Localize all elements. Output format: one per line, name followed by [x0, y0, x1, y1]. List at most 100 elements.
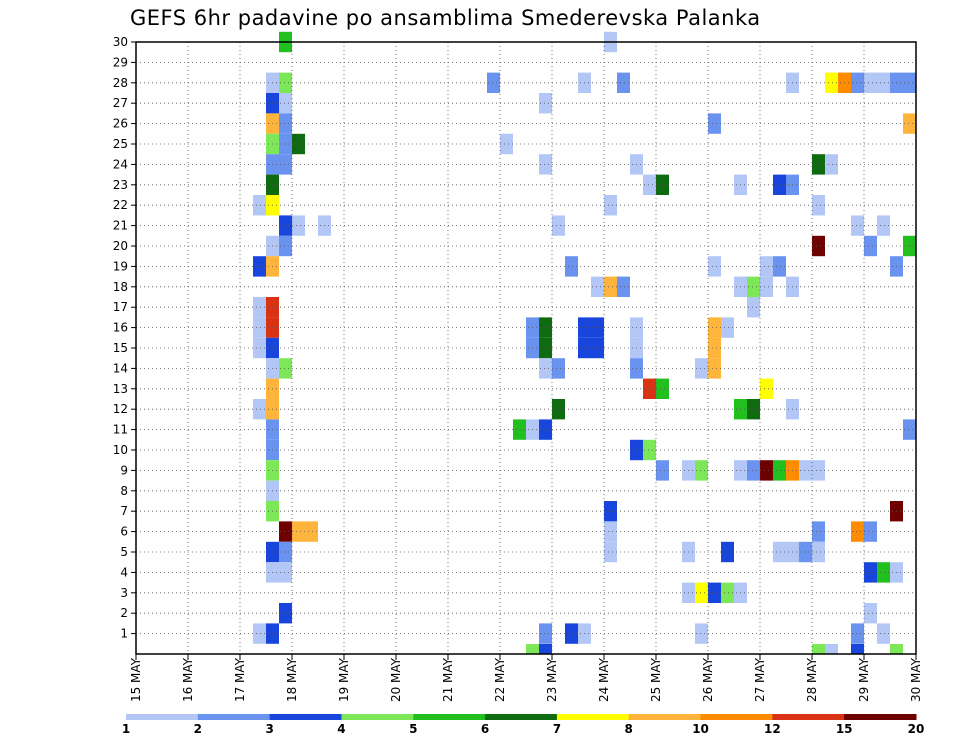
heatmap-cell	[877, 72, 890, 93]
heatmap-cell	[552, 399, 565, 420]
heatmap-cell	[760, 378, 773, 399]
x-tick-label: 27 MAY	[753, 657, 767, 702]
y-tick-label: 12	[113, 402, 128, 416]
heatmap-cell	[539, 154, 552, 175]
heatmap-cell	[279, 358, 292, 379]
heatmap-cell	[851, 623, 864, 644]
heatmap-cell	[643, 174, 656, 195]
heatmap-cell	[903, 235, 916, 257]
x-tick-label: 24 MAY	[597, 657, 611, 702]
y-tick-label: 2	[120, 606, 128, 620]
heatmap-cell	[604, 501, 617, 522]
heatmap-cell	[721, 582, 734, 603]
legend-label: 5	[409, 722, 417, 736]
heatmap-cell	[279, 113, 292, 134]
heatmap-cell	[253, 317, 266, 338]
y-tick-label: 11	[113, 423, 128, 437]
heatmap-cell	[539, 93, 552, 114]
heatmap-cell	[513, 419, 526, 440]
y-tick-label: 9	[120, 463, 128, 477]
heatmap-cell	[279, 133, 292, 155]
legend-swatch	[485, 714, 558, 720]
heatmap-cell	[279, 215, 292, 236]
heatmap-cell	[279, 521, 292, 542]
y-tick-label: 24	[113, 157, 128, 171]
legend-label: 2	[194, 722, 202, 736]
heatmap-cell	[604, 195, 617, 216]
y-tick-label: 6	[120, 525, 128, 539]
heatmap-cell	[864, 562, 877, 583]
legend-label: 4	[337, 722, 345, 736]
heatmap-cell	[643, 439, 656, 461]
color-legend: 1 2 3 4 5 6 7 8 10 12 15 20	[122, 714, 925, 736]
heatmap-cell	[773, 460, 786, 481]
heatmap-cell	[773, 541, 786, 563]
heatmap-cell	[539, 644, 552, 654]
heatmap-cell	[656, 460, 669, 481]
x-tick-label: 30 MAY	[909, 657, 923, 702]
heatmap-cell	[721, 541, 734, 563]
heatmap-cell	[864, 603, 877, 624]
heatmap-cell	[695, 358, 708, 379]
legend-swatch	[413, 714, 486, 720]
legend-swatch	[772, 714, 845, 720]
heatmap-cell	[279, 603, 292, 624]
heatmap-cell	[604, 276, 617, 297]
heatmap-cell	[539, 337, 552, 359]
heatmap-cell	[539, 358, 552, 379]
heatmap-cell	[253, 297, 266, 318]
legend-label: 3	[265, 722, 273, 736]
heatmap-cell	[812, 521, 825, 542]
heatmap-cell	[760, 460, 773, 481]
heatmap-cell	[617, 72, 630, 93]
heatmap-cell	[708, 256, 721, 277]
y-tick-label: 28	[113, 76, 128, 90]
heatmap-cell	[279, 93, 292, 114]
chart-title: GEFS 6hr padavine po ansamblima Smederev…	[130, 6, 761, 30]
legend-swatch	[556, 714, 630, 720]
y-tick-label: 18	[113, 280, 128, 294]
x-tick-label: 15 MAY	[129, 657, 143, 702]
heatmap-cell	[617, 276, 630, 297]
heatmap-cell	[695, 582, 708, 603]
heatmap-cell	[747, 460, 760, 481]
heatmap-cell	[708, 113, 721, 134]
heatmap-cell	[591, 337, 604, 359]
heatmap-cell	[253, 623, 266, 644]
heatmap-cell	[279, 562, 292, 583]
legend-label: 20	[908, 722, 925, 736]
heatmap-cell	[708, 317, 721, 338]
heatmap-cell	[656, 378, 669, 399]
heatmap-cell	[708, 582, 721, 603]
heatmap-cell	[279, 235, 292, 257]
heatmap-cell	[292, 133, 305, 155]
y-tick-label: 20	[113, 239, 128, 253]
heatmap-cell	[708, 358, 721, 379]
heatmap-cell	[708, 337, 721, 359]
heatmap-cell	[877, 562, 890, 583]
y-tick-label: 17	[113, 300, 128, 314]
heatmap-cell	[864, 235, 877, 257]
heatmap-cell	[305, 521, 318, 542]
x-tick-label: 16 MAY	[181, 657, 195, 702]
heatmap-cell	[812, 154, 825, 175]
x-tick-label: 26 MAY	[701, 657, 715, 702]
legend-swatch	[341, 714, 414, 720]
heatmap-cell	[877, 623, 890, 644]
heatmap-cell	[812, 644, 825, 654]
heatmap-cell	[760, 256, 773, 277]
legend-swatch	[126, 714, 199, 720]
heatmap-cell	[812, 541, 825, 563]
heatmap-cell	[851, 215, 864, 236]
x-tick-label: 17 MAY	[233, 657, 247, 702]
heatmap-cell	[539, 623, 552, 644]
legend-swatch	[269, 714, 342, 720]
heatmap-cell	[903, 72, 916, 93]
heatmap-cell	[851, 72, 864, 93]
heatmap-cell	[279, 72, 292, 93]
heatmap-cell	[747, 399, 760, 420]
heatmap-cell	[253, 195, 266, 216]
y-tick-label: 14	[113, 361, 128, 375]
heatmap-cell	[760, 276, 773, 297]
